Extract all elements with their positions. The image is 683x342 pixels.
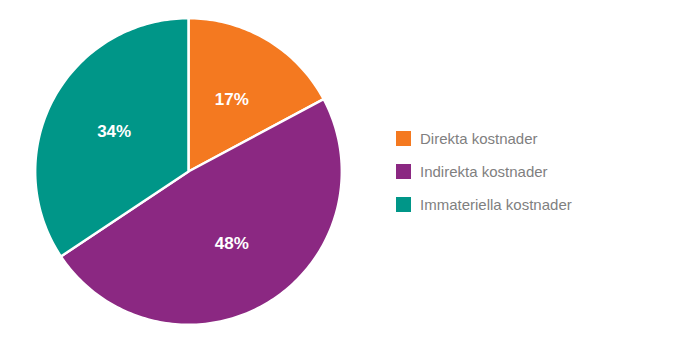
svg-text:17%: 17% <box>215 90 249 109</box>
html-text:Immateriella kostnader: Immateriella kostnader <box>420 195 572 213</box>
svg-text:34%: 34% <box>97 122 131 141</box>
svg-text:48%: 48% <box>215 234 249 253</box>
html-text:Direkta kostnader: Direkta kostnader <box>420 129 538 147</box>
html-text:Indirekta kostnader: Indirekta kostnader <box>420 162 548 180</box>
